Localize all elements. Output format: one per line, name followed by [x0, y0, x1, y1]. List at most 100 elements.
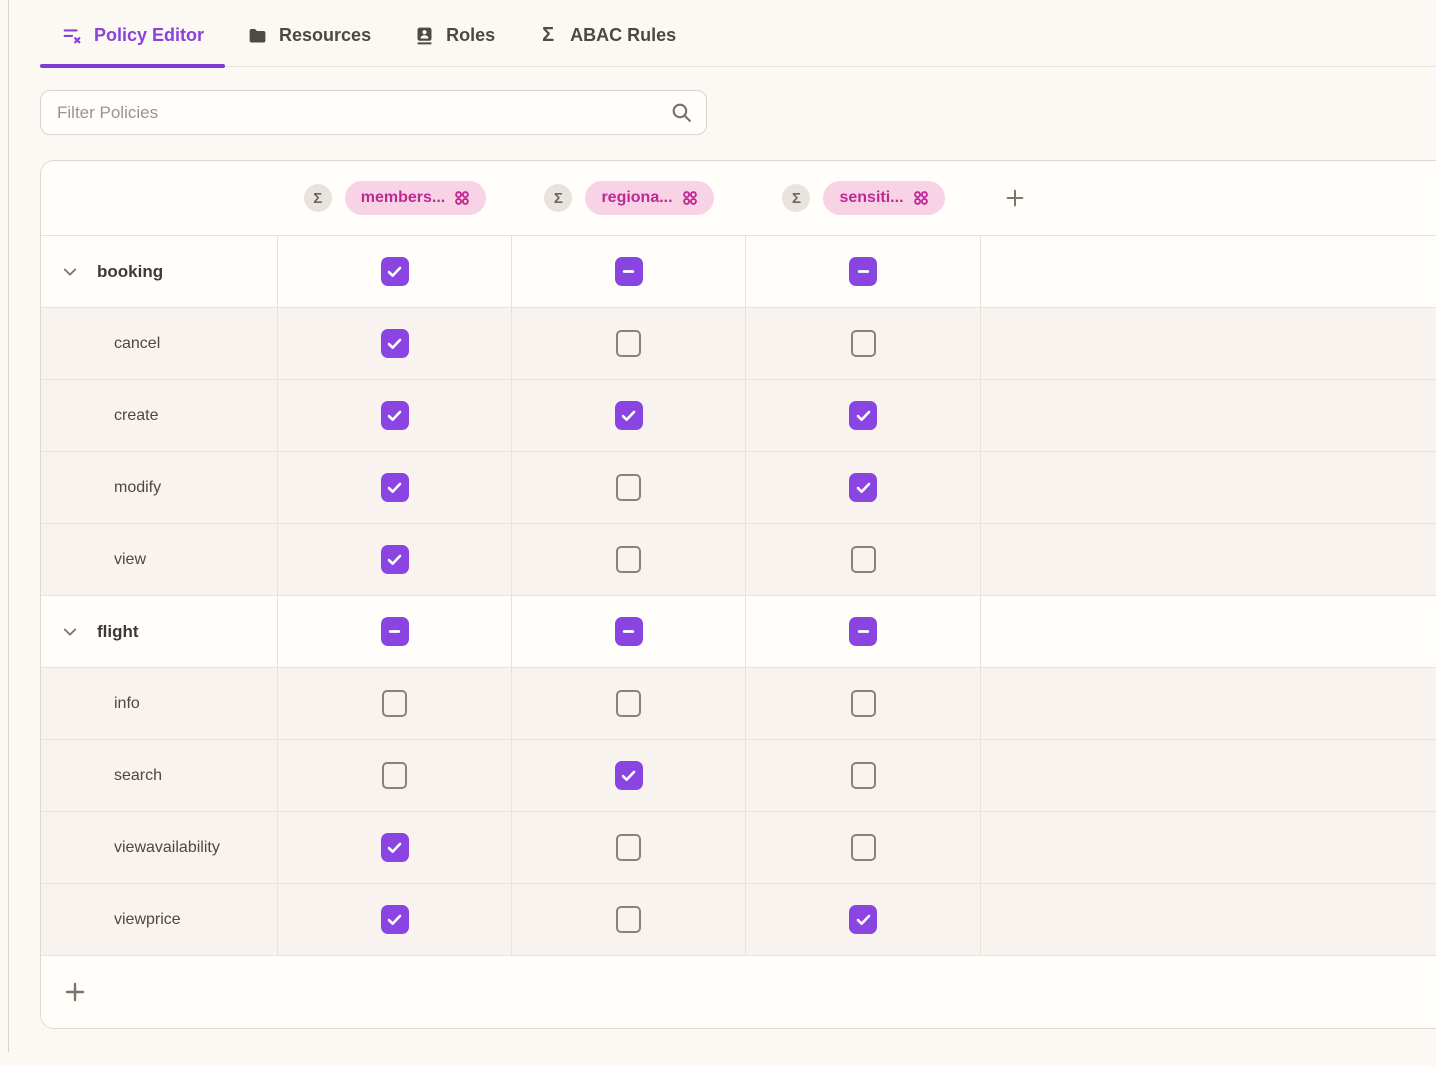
permission-checkbox-checked[interactable] — [380, 833, 409, 862]
action-label-cell: search — [41, 740, 278, 811]
permission-checkbox-indeterminate[interactable] — [849, 617, 877, 646]
chevron-down-icon[interactable] — [61, 623, 79, 641]
add-column-button[interactable] — [1003, 186, 1027, 210]
permission-cell — [278, 524, 512, 595]
permission-checkbox-checked[interactable] — [380, 329, 409, 358]
permission-checkbox-unchecked[interactable] — [850, 546, 876, 573]
attribute-pill[interactable]: regiona... — [585, 181, 714, 215]
permission-cell — [512, 668, 746, 739]
tab-label: Policy Editor — [94, 24, 205, 45]
permission-checkbox-checked[interactable] — [849, 401, 877, 430]
permission-checkbox-unchecked[interactable] — [616, 834, 641, 861]
action-label-cell: cancel — [41, 308, 278, 379]
permission-cell — [746, 596, 981, 667]
permission-checkbox-unchecked[interactable] — [850, 690, 876, 717]
permission-checkbox-unchecked[interactable] — [382, 690, 407, 717]
sigma-rule-badge[interactable]: Σ — [303, 184, 332, 212]
permission-checkbox-checked[interactable] — [614, 401, 643, 430]
permission-checkbox-indeterminate[interactable] — [614, 617, 643, 646]
id-card-icon — [413, 24, 435, 46]
permission-cell — [746, 452, 981, 523]
permission-checkbox-unchecked[interactable] — [616, 546, 641, 573]
permission-checkbox-unchecked[interactable] — [850, 762, 876, 789]
action-label-cell: modify — [41, 452, 278, 523]
empty-cell — [981, 308, 1436, 379]
permission-cell — [512, 236, 746, 307]
permission-cell — [278, 740, 512, 811]
row-label: view — [114, 550, 147, 568]
permission-cell — [746, 308, 981, 379]
action-label-cell: viewavailability — [41, 812, 278, 883]
attribute-pill-label: regiona... — [601, 189, 673, 206]
permission-cell — [512, 380, 746, 451]
permission-checkbox-checked[interactable] — [380, 473, 409, 502]
permission-checkbox-unchecked[interactable] — [616, 474, 641, 501]
tab-resources[interactable]: Resources — [225, 0, 392, 66]
permission-checkbox-unchecked[interactable] — [850, 330, 876, 357]
permission-checkbox-checked[interactable] — [849, 473, 877, 502]
attribute-group-icon — [454, 190, 470, 206]
search-icon[interactable] — [669, 100, 694, 125]
permission-checkbox-indeterminate[interactable] — [614, 257, 643, 286]
attribute-group-icon — [682, 190, 698, 206]
permission-checkbox-checked[interactable] — [380, 545, 409, 574]
permission-cell — [746, 740, 981, 811]
resource-label-cell: booking — [41, 236, 278, 307]
action-label-cell: viewprice — [41, 884, 278, 955]
tab-bar: Policy Editor Resources Roles Σ — [40, 0, 1436, 68]
policy-editor-page: Policy Editor Resources Roles Σ — [40, 0, 1436, 1029]
policy-row: cancel — [41, 307, 1436, 379]
add-row-button[interactable] — [63, 980, 87, 1004]
empty-cell — [981, 452, 1436, 523]
sigma-rule-badge[interactable]: Σ — [782, 184, 811, 212]
empty-cell — [981, 668, 1436, 739]
action-label-cell: info — [41, 668, 278, 739]
tab-policy-editor[interactable]: Policy Editor — [40, 0, 226, 68]
permission-checkbox-checked[interactable] — [380, 257, 409, 286]
chevron-down-icon[interactable] — [61, 263, 79, 281]
empty-cell — [981, 812, 1436, 883]
attribute-pill[interactable]: members... — [344, 181, 487, 215]
sigma-rule-badge[interactable]: Σ — [544, 184, 573, 212]
permission-checkbox-checked[interactable] — [614, 761, 643, 790]
resource-label-cell: flight — [41, 596, 278, 667]
permission-checkbox-unchecked[interactable] — [850, 834, 876, 861]
policy-row: view — [41, 523, 1436, 595]
permission-checkbox-unchecked[interactable] — [616, 330, 641, 357]
permission-cell — [512, 740, 746, 811]
permission-checkbox-checked[interactable] — [380, 905, 409, 934]
tab-label: Roles — [446, 24, 496, 45]
attribute-pill-label: members... — [360, 189, 446, 206]
policy-row: flight — [41, 595, 1436, 667]
permission-cell — [512, 524, 746, 595]
permission-cell — [512, 308, 746, 379]
permission-checkbox-unchecked[interactable] — [616, 906, 641, 933]
permission-cell — [278, 452, 512, 523]
permission-checkbox-indeterminate[interactable] — [849, 257, 877, 286]
permission-cell — [512, 596, 746, 667]
filter-policies — [40, 90, 707, 135]
row-label: viewprice — [114, 910, 181, 928]
permission-checkbox-checked[interactable] — [380, 401, 409, 430]
permission-cell — [278, 596, 512, 667]
row-label: viewavailability — [114, 838, 220, 856]
row-label: create — [114, 406, 159, 424]
permission-checkbox-checked[interactable] — [849, 905, 877, 934]
empty-cell — [981, 524, 1436, 595]
folder-icon — [246, 24, 268, 46]
permission-checkbox-unchecked[interactable] — [616, 690, 641, 717]
attribute-pill[interactable]: sensiti... — [823, 181, 945, 215]
permission-checkbox-indeterminate[interactable] — [380, 617, 409, 646]
permission-checkbox-unchecked[interactable] — [382, 762, 407, 789]
matrix-footer — [41, 955, 1436, 1028]
policy-row: viewavailability — [41, 811, 1436, 883]
attribute-group-icon — [913, 190, 929, 206]
action-label-cell: view — [41, 524, 278, 595]
tab-roles[interactable]: Roles — [392, 0, 516, 66]
permission-cell — [278, 308, 512, 379]
permission-cell — [746, 524, 981, 595]
filter-policies-input[interactable] — [40, 90, 707, 135]
tab-abac-rules[interactable]: Σ ABAC Rules — [516, 0, 697, 66]
